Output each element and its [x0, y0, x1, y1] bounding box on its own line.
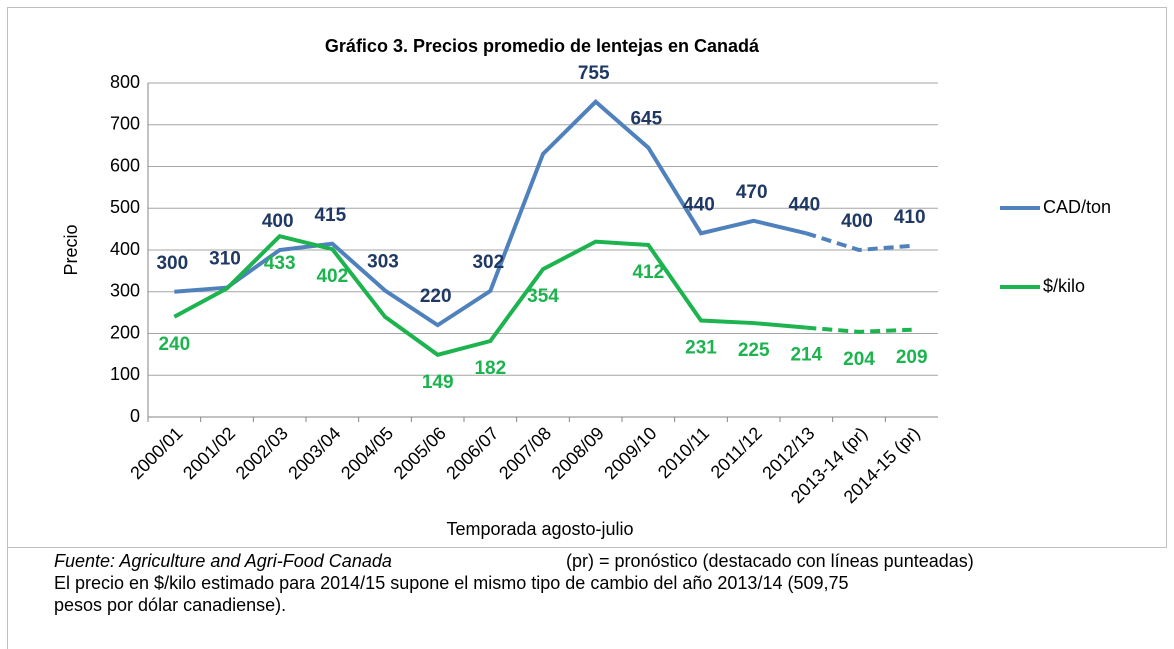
source-note: Fuente: Agriculture and Agri-Food Canada	[54, 551, 392, 571]
legend-label: $/kilo	[1043, 276, 1085, 296]
x-tick-label: 2003/04	[284, 423, 344, 483]
data-label: 402	[316, 266, 348, 287]
data-label: 755	[578, 63, 610, 84]
data-label: 303	[367, 252, 399, 273]
x-tick-label: 2004/05	[337, 423, 397, 483]
data-label: 354	[527, 286, 559, 307]
x-tick-label: 2009/10	[600, 423, 660, 483]
forecast-note: (pr) = pronóstico (destacado con líneas …	[566, 551, 974, 571]
y-axis-label: Precio	[61, 224, 81, 275]
y-tick-label: 500	[110, 197, 140, 217]
series-line	[173, 234, 807, 357]
footnote: El precio en $/kilo estimado para 2014/1…	[54, 573, 849, 593]
x-tick-label: 2008/09	[548, 423, 608, 483]
data-label: 440	[683, 194, 715, 215]
x-tick-label: 2001/02	[179, 423, 239, 483]
series-line	[174, 99, 807, 328]
data-label: 220	[420, 286, 452, 307]
y-tick-label: 600	[110, 155, 140, 175]
data-label: 470	[736, 182, 768, 203]
data-label: 302	[472, 252, 504, 273]
data-label: 440	[788, 194, 820, 215]
data-label: 433	[264, 253, 296, 274]
data-label: 400	[841, 211, 873, 232]
data-label: 214	[790, 345, 822, 366]
y-tick-label: 100	[110, 364, 140, 384]
y-tick-label: 400	[110, 239, 140, 259]
x-tick-label: 2010/11	[654, 423, 713, 482]
chart-border	[7, 7, 1167, 548]
data-label: 149	[422, 372, 454, 393]
y-tick-label: 300	[110, 281, 140, 301]
data-label: 310	[209, 249, 241, 270]
data-label: 231	[685, 338, 717, 359]
data-label: 645	[630, 109, 662, 130]
x-tick-label: 2011/12	[707, 423, 766, 482]
x-axis-label: Temporada agosto-julio	[446, 519, 633, 539]
data-label: 400	[262, 211, 294, 232]
data-label: 182	[474, 358, 506, 379]
x-tick-label: 2002/03	[232, 423, 292, 483]
chart-title: Gráfico 3. Precios promedio de lentejas …	[325, 36, 760, 56]
forecast-line	[806, 325, 912, 334]
x-tick-label: 2007/08	[495, 423, 555, 483]
y-tick-label: 0	[130, 406, 140, 426]
data-label: 300	[156, 253, 188, 274]
footnote: pesos por dólar canadiense).	[54, 595, 286, 615]
data-label: 225	[738, 340, 770, 361]
data-label: 240	[158, 334, 190, 355]
x-tick-label: 2006/07	[442, 423, 502, 483]
x-tick-label: 2000/01	[126, 423, 186, 483]
y-tick-label: 200	[110, 322, 140, 342]
data-label: 410	[894, 207, 926, 228]
data-label: 204	[843, 349, 875, 370]
x-tick-label: 2005/06	[390, 423, 450, 483]
data-label: 412	[632, 262, 664, 283]
y-tick-label: 700	[110, 114, 140, 134]
y-tick-label: 800	[110, 72, 140, 92]
legend-label: CAD/ton	[1043, 197, 1111, 217]
forecast-line	[805, 231, 912, 253]
data-label: 415	[314, 205, 346, 226]
data-label: 209	[896, 347, 928, 368]
